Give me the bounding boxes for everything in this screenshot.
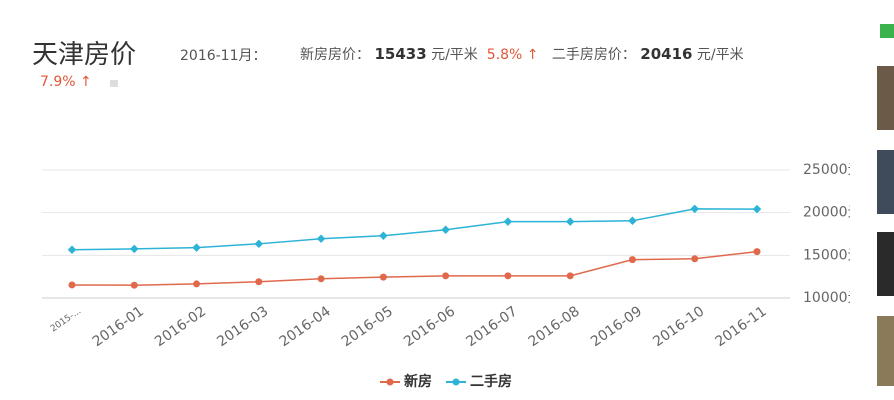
point <box>442 272 450 280</box>
legend-label: 新房 <box>404 373 432 390</box>
x-tick-label: 2016-01 <box>90 303 147 350</box>
point <box>130 281 138 289</box>
x-tick-label: 2016-06 <box>401 303 458 350</box>
point <box>504 272 512 280</box>
x-tick-label: 2016-11 <box>712 303 769 350</box>
badge <box>880 24 894 38</box>
point <box>441 225 450 234</box>
point <box>193 280 201 288</box>
x-tick-label: 2016-05 <box>339 303 396 350</box>
icon <box>110 80 118 87</box>
point <box>690 204 699 214</box>
y-tick-label: 20000元 <box>803 205 850 221</box>
line <box>71 208 758 251</box>
thumb[interactable] <box>877 316 894 386</box>
line <box>71 250 758 286</box>
point <box>565 217 575 226</box>
change: 7.9% ↑ <box>40 74 92 90</box>
y-tick-label: 25000元 <box>803 162 850 178</box>
y-tick-label: 10000元 <box>803 290 850 306</box>
price: 15433 <box>374 45 427 63</box>
point <box>753 248 761 256</box>
new-price-row: 新房房价： 15433 元/平米 5.8% ↑ 二手房房价： 20416 元/平… <box>300 44 744 64</box>
x-tick-label: 2016-07 <box>463 303 520 350</box>
point <box>503 217 513 226</box>
point <box>691 255 699 263</box>
point <box>254 239 264 249</box>
point <box>67 245 77 255</box>
x-tick-label: 2015-... <box>49 306 83 334</box>
label: 新房房价： <box>300 47 370 63</box>
point <box>379 231 388 240</box>
legend-symbol <box>452 378 460 386</box>
unit: 元/平米 <box>696 47 744 63</box>
legend-label: 二手房 <box>470 373 512 390</box>
point <box>752 204 762 214</box>
unit: 元/平米 <box>431 47 478 63</box>
point <box>317 275 325 283</box>
period: 2016-11月： <box>180 48 267 64</box>
change: 5.8% ↑ <box>486 47 539 63</box>
thumb[interactable] <box>877 232 894 296</box>
y-tick-label: 15000元 <box>803 247 850 263</box>
x-tick-label: 2016-03 <box>214 303 271 350</box>
point <box>255 278 263 286</box>
price: 20416 <box>640 45 693 63</box>
x-tick-label: 2016-10 <box>650 303 707 350</box>
point <box>192 243 201 252</box>
x-tick-label: 2016-04 <box>277 303 334 350</box>
x-tick-label: 2016-08 <box>526 303 583 350</box>
label: 二手房房价： <box>551 47 636 63</box>
thumb[interactable] <box>877 150 894 214</box>
x-tick-label: 2016-09 <box>588 303 645 350</box>
point <box>130 244 139 254</box>
legend-symbol <box>386 378 394 386</box>
point <box>316 234 326 243</box>
point <box>566 272 574 280</box>
point <box>68 281 76 289</box>
page-title: 天津房价 <box>32 40 137 70</box>
point <box>379 273 387 281</box>
point <box>628 256 636 264</box>
point <box>628 216 637 226</box>
thumb[interactable] <box>877 66 894 130</box>
x-tick-label: 2016-02 <box>152 303 209 350</box>
chart: 10000元15000元20000元25000元2015-...2016-012… <box>42 162 850 390</box>
